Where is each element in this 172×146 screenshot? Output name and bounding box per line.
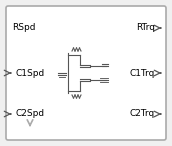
Text: C1Trq: C1Trq (130, 68, 155, 78)
Text: RSpd: RSpd (12, 24, 35, 33)
FancyBboxPatch shape (6, 6, 166, 140)
Text: RTrq: RTrq (136, 24, 155, 33)
Text: C2Spd: C2Spd (16, 110, 45, 119)
Text: C2Trq: C2Trq (130, 110, 155, 119)
Text: C1Spd: C1Spd (16, 68, 45, 78)
